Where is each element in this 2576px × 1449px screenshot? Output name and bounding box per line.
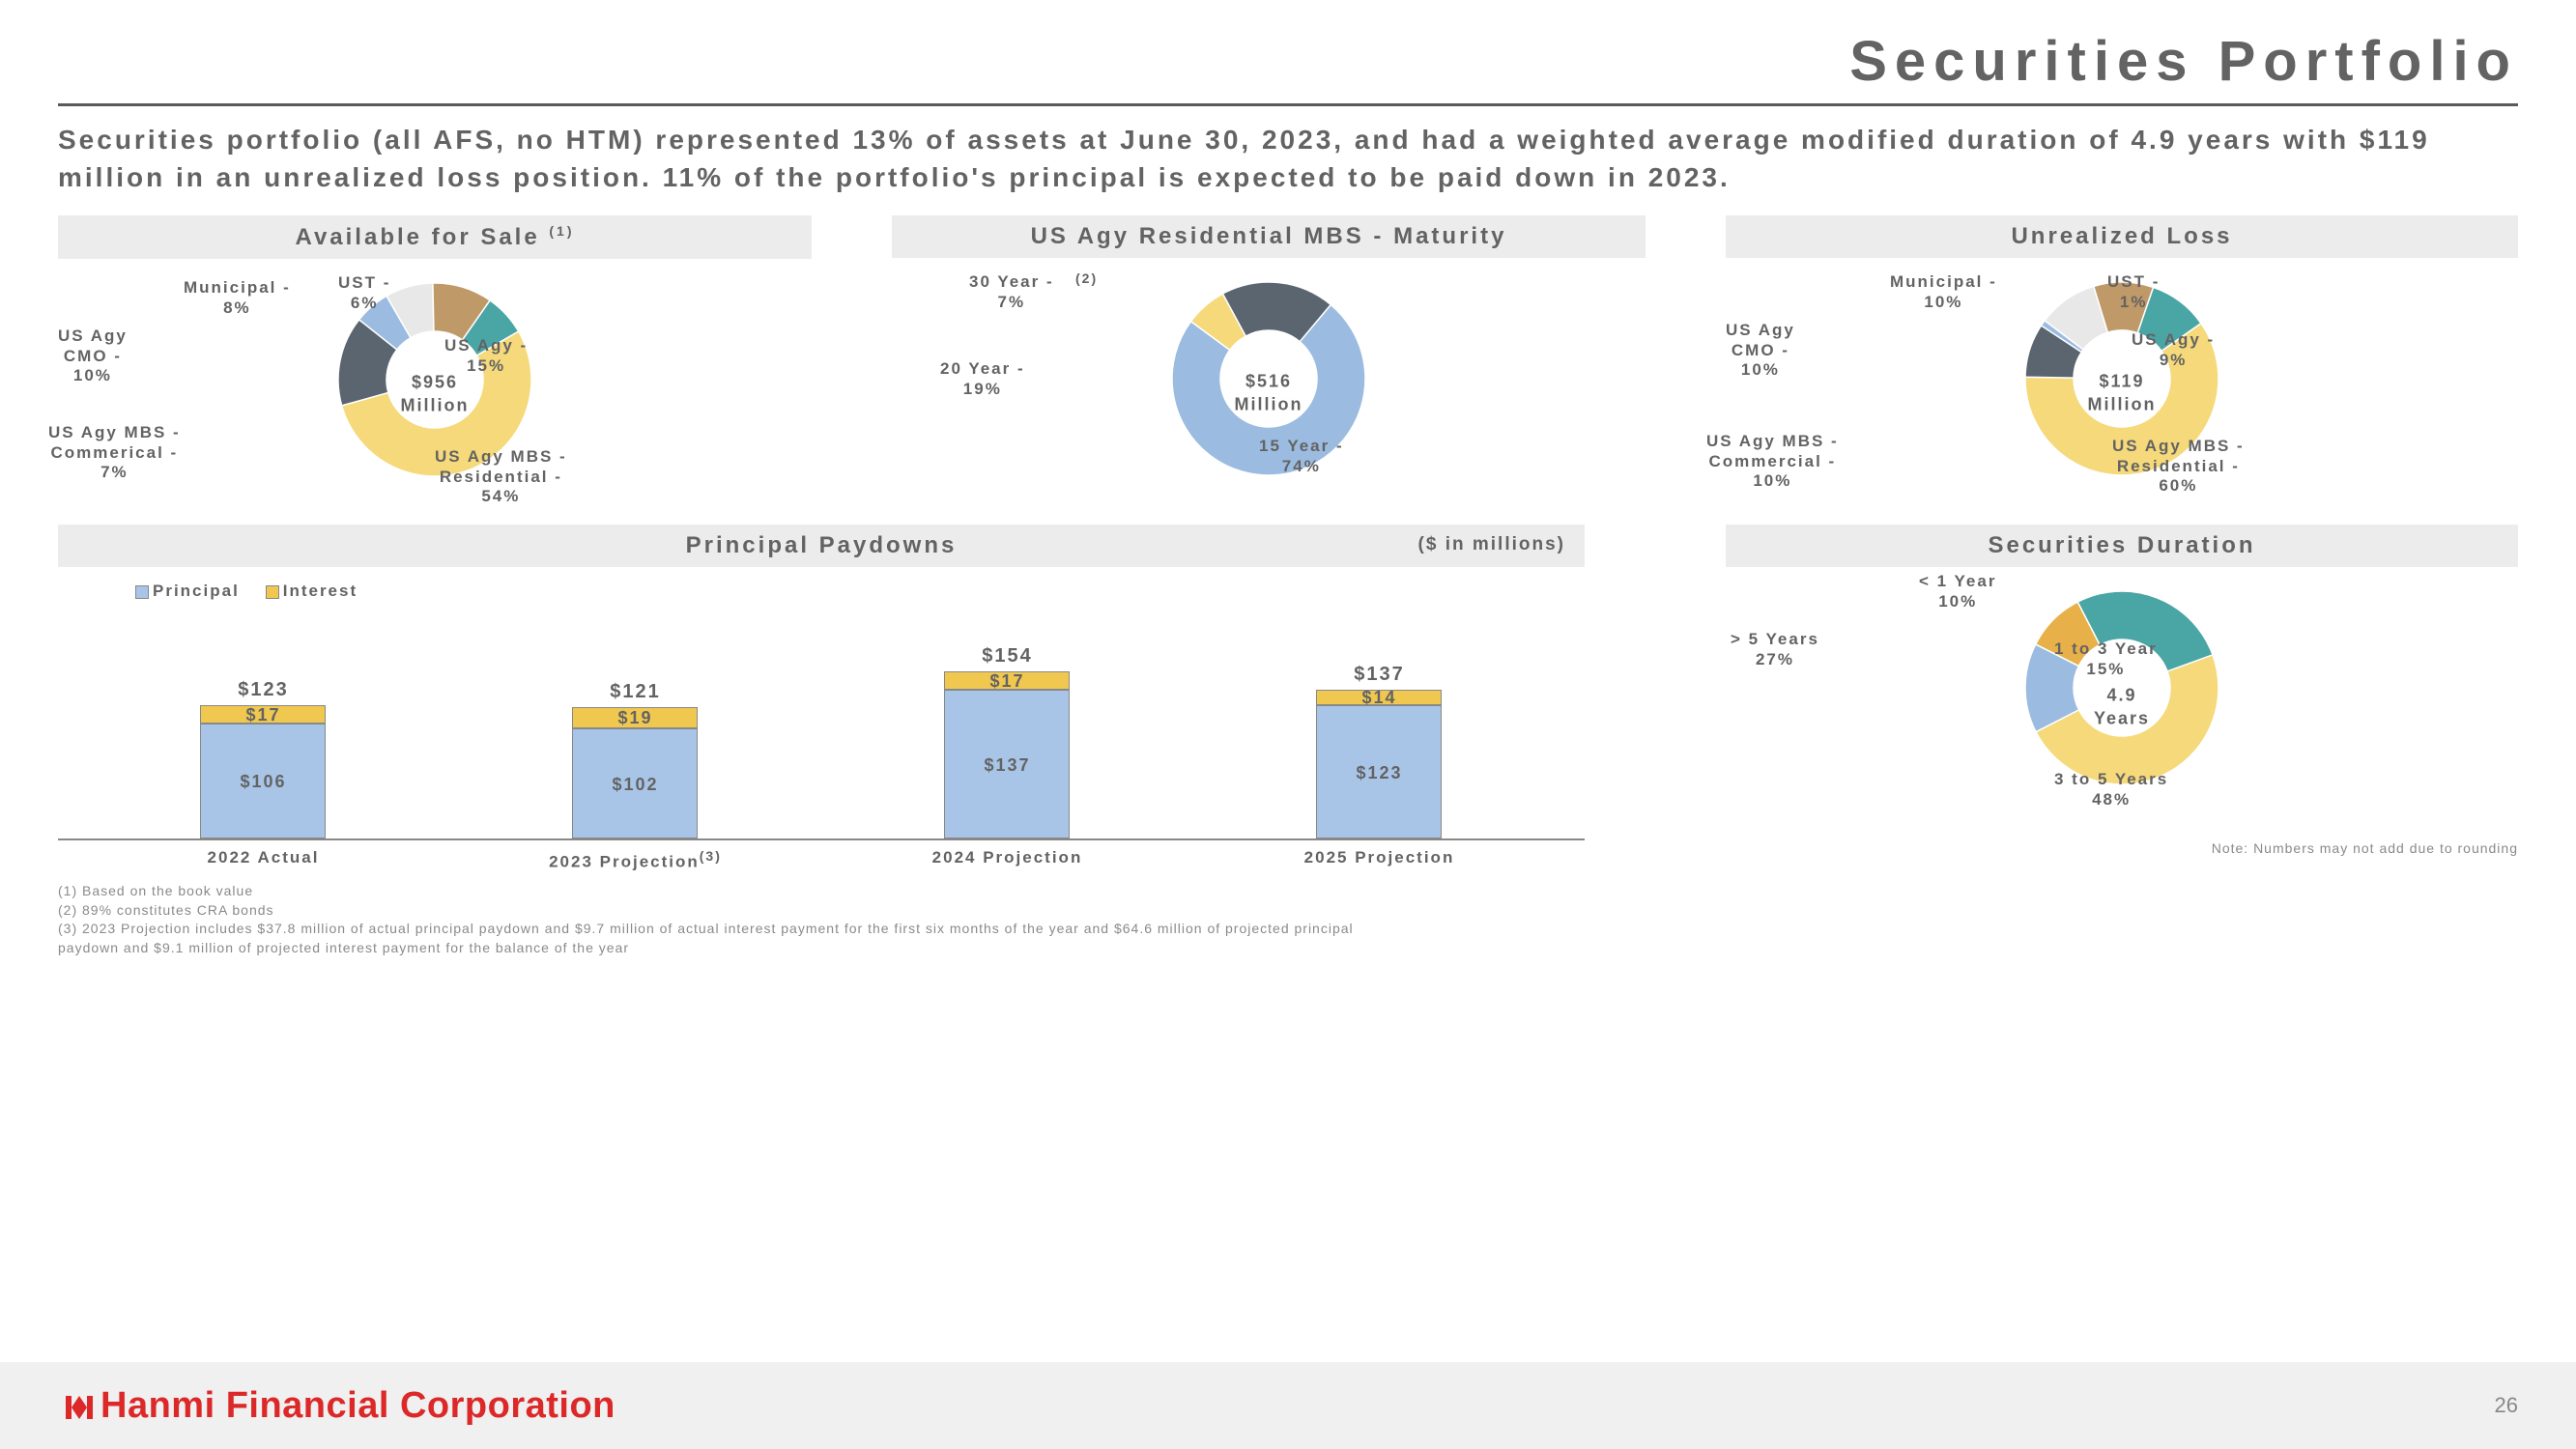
paydowns-in-millions: ($ in millions) <box>1418 534 1565 555</box>
maturity-donut-wrap: $516Million 15 Year -74%30 Year -7%20 Ye… <box>892 272 1646 514</box>
footnote-line: (1) Based on the book value <box>58 882 1411 901</box>
slide: Securities Portfolio Securities portfoli… <box>0 0 2576 1449</box>
logo-icon <box>58 1384 100 1427</box>
bar-xlabel: 2025 Projection <box>1216 848 1543 872</box>
footer-bar: Hanmi Financial Corporation 26 <box>0 1362 2576 1449</box>
afs-labels: US Agy MBS -Residential -54% US Agy -15% U… <box>58 273 812 515</box>
slice-label: US Agy MBS -Residential -60% <box>2112 437 2245 496</box>
legend-label-interest: Interest <box>283 582 358 600</box>
paydowns-header-text: Principal Paydowns <box>686 532 958 558</box>
bar-total: $123 <box>238 679 289 701</box>
bar-segment-interest: $19 <box>572 707 698 727</box>
footnote-line: (3) 2023 Projection includes $37.8 milli… <box>58 920 1411 957</box>
bar-segment-principal: $102 <box>572 728 698 839</box>
footnotes: (1) Based on the book value(2) 89% const… <box>58 882 1411 957</box>
bar-group: $123 $17$106 <box>100 679 427 838</box>
charts-row-1: Available for Sale (1) $956Million US Ag… <box>58 215 2518 515</box>
chart-header-afs: Available for Sale (1) <box>58 215 812 259</box>
bar-group: $154 $17$137 <box>844 645 1171 838</box>
slice-label: 1 to 3 Year15% <box>2054 639 2158 679</box>
slice-label: > 5 Years27% <box>1731 630 1819 669</box>
charts-row-2: Principal Paydowns ($ in millions) Princ… <box>58 525 2518 872</box>
chart-header-loss: Unrealized Loss <box>1726 215 2518 258</box>
duration-labels: 3 to 5 Years48%1 to 3 Year15%< 1 Year10%… <box>1726 582 2518 833</box>
bar-group: $121 $19$102 <box>472 681 799 838</box>
bar-stack: $14$123 <box>1316 690 1442 838</box>
afs-sup: (1) <box>549 223 574 239</box>
chart-header-paydowns: Principal Paydowns ($ in millions) <box>58 525 1585 567</box>
title-rule <box>58 103 2518 106</box>
maturity-chart: US Agy Residential MBS - Maturity $516Mi… <box>892 215 1646 515</box>
slice-label: US Agy -15% <box>444 336 528 376</box>
maturity-sup: (2) <box>1075 270 1098 287</box>
slice-label: 3 to 5 Years48% <box>2054 770 2168 810</box>
chart-header-maturity: US Agy Residential MBS - Maturity <box>892 215 1646 258</box>
bar-stack: $17$137 <box>944 671 1070 838</box>
bar-xlabel: 2024 Projection <box>844 848 1171 872</box>
footer-brand-text: Hanmi Financial Corporation <box>100 1385 615 1427</box>
chart-header-duration: Securities Duration <box>1726 525 2518 567</box>
slice-label: US AgyCMO -10% <box>1726 321 1795 380</box>
footnote-line: (2) 89% constitutes CRA bonds <box>58 901 1411 921</box>
page-title: Securities Portfolio <box>58 29 2518 94</box>
paydowns-bars: $123$17$106$121$19$102$154$17$137$137$14… <box>58 609 1585 840</box>
bar-total: $137 <box>1354 664 1405 686</box>
slice-label: Municipal -8% <box>184 278 291 318</box>
slice-label: US Agy MBS -Commercial -10% <box>1706 432 1839 491</box>
bar-segment-principal: $137 <box>944 690 1070 838</box>
slice-label: 15 Year -74% <box>1259 437 1344 476</box>
slice-label: US AgyCMO -10% <box>58 327 128 385</box>
slice-label: US Agy -9% <box>2132 330 2215 370</box>
slice-label: Municipal -10% <box>1890 272 1997 312</box>
afs-donut-wrap: $956Million US Agy MBS -Residential -54%… <box>58 273 812 515</box>
slice-label: UST -6% <box>338 273 390 313</box>
page-subtitle: Securities portfolio (all AFS, no HTM) r… <box>58 121 2518 196</box>
bar-segment-interest: $17 <box>944 671 1070 690</box>
maturity-labels: 15 Year -74% 30 Year -7% 20 Year -19% <box>892 272 1646 514</box>
duration-chart: Securities Duration 4.9Years 3 to 5 Year… <box>1726 525 2518 872</box>
bar-total: $154 <box>982 645 1033 668</box>
duration-donut-wrap: 4.9Years 3 to 5 Years48%1 to 3 Year15%< … <box>1726 582 2518 833</box>
loss-labels: US Agy MBS -Residential -60% US Agy -9% US… <box>1726 272 2518 514</box>
duration-note: Note: Numbers may not add due to roundin… <box>1726 840 2518 856</box>
paydowns-legend: Principal Interest <box>58 582 1585 601</box>
paydowns-xaxis: 2022 Actual 2023 Projection(3) 2024 Projec… <box>58 848 1585 872</box>
bar-segment-interest: $14 <box>1316 690 1442 705</box>
slice-label: US Agy MBS -Commerical -7% <box>48 423 181 482</box>
bar-stack: $17$106 <box>200 705 326 838</box>
slice-label: UST -1% <box>2107 272 2160 312</box>
legend-swatch-interest <box>266 585 279 599</box>
slice-label: US Agy MBS -Residential -54% <box>435 447 567 506</box>
bar-xlabel: 2023 Projection(3) <box>472 848 799 872</box>
paydowns-chart: Principal Paydowns ($ in millions) Princ… <box>58 525 1585 872</box>
legend-label-principal: Principal <box>153 582 240 600</box>
bar-segment-principal: $123 <box>1316 705 1442 838</box>
slice-label: 30 Year -7% <box>969 272 1054 312</box>
bar-group: $137 $14$123 <box>1216 664 1543 838</box>
legend-swatch-principal <box>135 585 149 599</box>
bar-stack: $19$102 <box>572 707 698 838</box>
bar-segment-principal: $106 <box>200 724 326 838</box>
page-number: 26 <box>2495 1393 2518 1418</box>
afs-header-text: Available for Sale <box>296 224 540 250</box>
available-for-sale-chart: Available for Sale (1) $956Million US Ag… <box>58 215 812 515</box>
bar-total: $121 <box>610 681 661 703</box>
bar-segment-interest: $17 <box>200 705 326 724</box>
bar-xlabel: 2022 Actual <box>100 848 427 872</box>
slice-label: < 1 Year10% <box>1919 572 1996 611</box>
footer-logo: Hanmi Financial Corporation <box>58 1384 615 1427</box>
unrealized-loss-chart: Unrealized Loss $119Million US Agy MBS -… <box>1726 215 2518 515</box>
loss-donut-wrap: $119Million US Agy MBS -Residential -60%… <box>1726 272 2518 514</box>
slice-label: 20 Year -19% <box>940 359 1025 399</box>
